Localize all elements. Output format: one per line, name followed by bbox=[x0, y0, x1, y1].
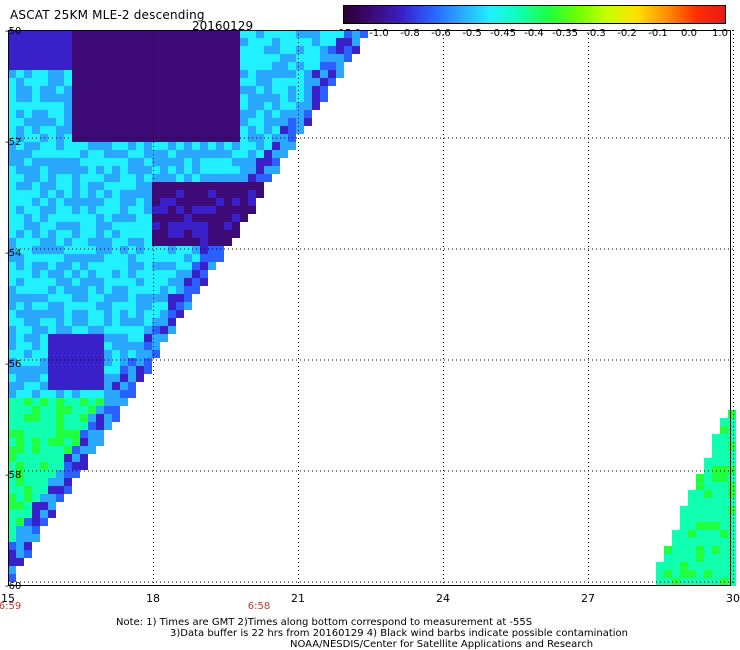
longitude-tick-label: 18 bbox=[146, 592, 160, 605]
latitude-tick-label: -58 bbox=[5, 470, 22, 481]
footer-note-line-2: 3)Data buffer is 22 hrs from 20160129 4)… bbox=[170, 628, 628, 639]
footer-credit: NOAA/NESDIS/Center for Satellite Applica… bbox=[290, 639, 594, 650]
colorbar-tick-label: -0.45 bbox=[490, 28, 516, 39]
colorbar-tick-label: 0.0 bbox=[681, 28, 697, 39]
colorbar-tick-label: -0.35 bbox=[552, 28, 578, 39]
map-date: 20160129 bbox=[192, 19, 254, 33]
latitude-tick-label: -56 bbox=[5, 359, 22, 370]
colorbar-tick-label: -1.0 bbox=[369, 28, 389, 39]
wind-swath-cells bbox=[8, 30, 736, 586]
colorbar-tick-label: -0.6 bbox=[431, 28, 451, 39]
latitude-tick-label: -54 bbox=[5, 248, 22, 259]
map-title: ASCAT 25KM MLE-2 descending bbox=[10, 8, 205, 22]
latitude-tick-label: -50 bbox=[5, 26, 22, 37]
longitude-tick-label: 24 bbox=[436, 592, 450, 605]
map-frame bbox=[8, 30, 731, 586]
colorbar-tick-label: -0.8 bbox=[400, 28, 420, 39]
time-label-middle: 6:58 bbox=[247, 601, 271, 612]
time-label-left: 6:59 bbox=[0, 601, 22, 612]
colorbar-tick-label: -0.1 bbox=[648, 28, 668, 39]
colorbar-tick-label: -0.5 bbox=[462, 28, 482, 39]
colorbar-tick-label: -0.4 bbox=[524, 28, 544, 39]
latitude-tick-label: -60 bbox=[5, 581, 22, 592]
longitude-tick-label: 30 bbox=[726, 592, 740, 605]
swath-map bbox=[8, 30, 736, 586]
colorbar bbox=[343, 5, 726, 24]
colorbar-tick-label: -0.2 bbox=[617, 28, 637, 39]
longitude-tick-label: 27 bbox=[581, 592, 595, 605]
latitude-tick-label: -52 bbox=[5, 137, 22, 148]
colorbar-tick-label: -0.3 bbox=[586, 28, 606, 39]
colorbar-tick-label: 1.0 bbox=[712, 28, 728, 39]
footer-note-line-1: Note: 1) Times are GMT 2)Times along bot… bbox=[116, 617, 533, 628]
longitude-tick-label: 21 bbox=[291, 592, 305, 605]
longitude-tick-label: 15 bbox=[1, 592, 15, 605]
